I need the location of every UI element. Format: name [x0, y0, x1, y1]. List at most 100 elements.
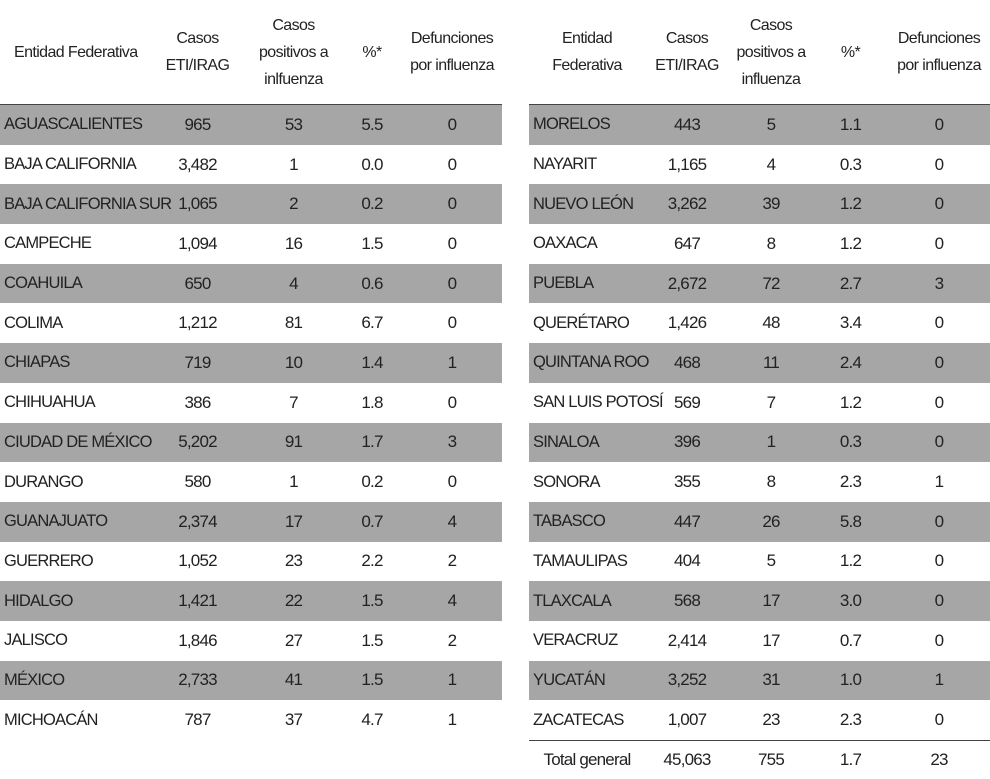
cell-casos: 787: [150, 700, 245, 740]
cell-entidad: MORELOS: [529, 105, 645, 145]
cell-positivos: 37: [245, 700, 342, 740]
cell-defunciones: 4: [402, 581, 502, 621]
cell-porcentaje: 1.4: [342, 343, 402, 383]
cell-porcentaje: 1.1: [813, 105, 888, 145]
left-header-row: Entidad Federativa Casos ETI/IRAG Casos …: [0, 0, 502, 105]
cell-defunciones: 0: [888, 700, 990, 740]
cell-positivos: 91: [245, 423, 342, 463]
cell-casos: 2,733: [150, 661, 245, 701]
cell-casos: 386: [150, 383, 245, 423]
cell-porcentaje: 1.5: [342, 224, 402, 264]
cell-porcentaje: 5.8: [813, 502, 888, 542]
cell-entidad: VERACRUZ: [529, 621, 645, 661]
cell-entidad: QUINTANA ROO: [529, 343, 645, 383]
cell-defunciones: 0: [888, 383, 990, 423]
cell-positivos: 48: [729, 303, 813, 343]
cell-porcentaje: 1.2: [813, 224, 888, 264]
cell-porcentaje: 4.7: [342, 700, 402, 740]
cell-entidad: NAYARIT: [529, 145, 645, 185]
left-influenza-table: Entidad Federativa Casos ETI/IRAG Casos …: [0, 0, 502, 740]
cell-casos: 1,426: [645, 303, 729, 343]
cell-positivos: 17: [729, 581, 813, 621]
cell-casos: 1,052: [150, 542, 245, 582]
cell-positivos: 7: [729, 383, 813, 423]
cell-defunciones: 0: [402, 145, 502, 185]
cell-porcentaje: 0.6: [342, 264, 402, 304]
cell-porcentaje: 2.4: [813, 343, 888, 383]
cell-porcentaje: 3.4: [813, 303, 888, 343]
cell-entidad: BAJA CALIFORNIA SUR: [0, 184, 150, 224]
cell-entidad: HIDALGO: [0, 581, 150, 621]
cell-positivos: 72: [729, 264, 813, 304]
cell-defunciones: 0: [402, 264, 502, 304]
cell-defunciones: 3: [888, 264, 990, 304]
cell-casos: 647: [645, 224, 729, 264]
cell-casos: 404: [645, 542, 729, 582]
cell-entidad: TLAXCALA: [529, 581, 645, 621]
cell-positivos: 1: [245, 145, 342, 185]
cell-porcentaje: 0.2: [342, 184, 402, 224]
cell-casos: 1,007: [645, 700, 729, 740]
cell-casos: 396: [645, 423, 729, 463]
cell-defunciones: 0: [402, 184, 502, 224]
cell-porcentaje: 2.2: [342, 542, 402, 582]
cell-defunciones: 0: [402, 383, 502, 423]
cell-entidad: SONORA: [529, 462, 645, 502]
cell-positivos: 26: [729, 502, 813, 542]
col-header-defunciones: Defunciones por influenza: [888, 0, 990, 105]
cell-entidad: NUEVO LEÓN: [529, 184, 645, 224]
cell-positivos: 23: [729, 700, 813, 740]
cell-positivos: 4: [245, 264, 342, 304]
cell-casos: 3,482: [150, 145, 245, 185]
cell-porcentaje: 2.3: [813, 462, 888, 502]
cell-entidad: MÉXICO: [0, 661, 150, 701]
cell-entidad: JALISCO: [0, 621, 150, 661]
cell-positivos: 8: [729, 462, 813, 502]
cell-positivos: 1: [729, 423, 813, 463]
cell-porcentaje: 1.2: [813, 383, 888, 423]
cell-casos: 3,262: [645, 184, 729, 224]
right-influenza-table: Entidad Federativa Casos ETI/IRAG Casos …: [529, 0, 990, 779]
cell-defunciones: 4: [402, 502, 502, 542]
cell-entidad: CHIAPAS: [0, 343, 150, 383]
cell-positivos: 16: [245, 224, 342, 264]
cell-defunciones: 0: [888, 423, 990, 463]
cell-porcentaje: 0.7: [342, 502, 402, 542]
cell-defunciones: 1: [402, 661, 502, 701]
cell-porcentaje: 1.2: [813, 542, 888, 582]
total-casos: 45,063: [645, 741, 729, 779]
cell-positivos: 17: [245, 502, 342, 542]
cell-casos: 1,421: [150, 581, 245, 621]
col-header-defunciones: Defunciones por influenza: [402, 0, 502, 105]
cell-defunciones: 3: [402, 423, 502, 463]
cell-defunciones: 0: [888, 145, 990, 185]
cell-porcentaje: 1.2: [813, 184, 888, 224]
cell-entidad: PUEBLA: [529, 264, 645, 304]
cell-positivos: 81: [245, 303, 342, 343]
cell-entidad: COLIMA: [0, 303, 150, 343]
cell-entidad: YUCATÁN: [529, 661, 645, 701]
cell-defunciones: 2: [402, 621, 502, 661]
cell-casos: 719: [150, 343, 245, 383]
cell-positivos: 10: [245, 343, 342, 383]
cell-casos: 1,212: [150, 303, 245, 343]
cell-porcentaje: 0.3: [813, 145, 888, 185]
cell-positivos: 11: [729, 343, 813, 383]
